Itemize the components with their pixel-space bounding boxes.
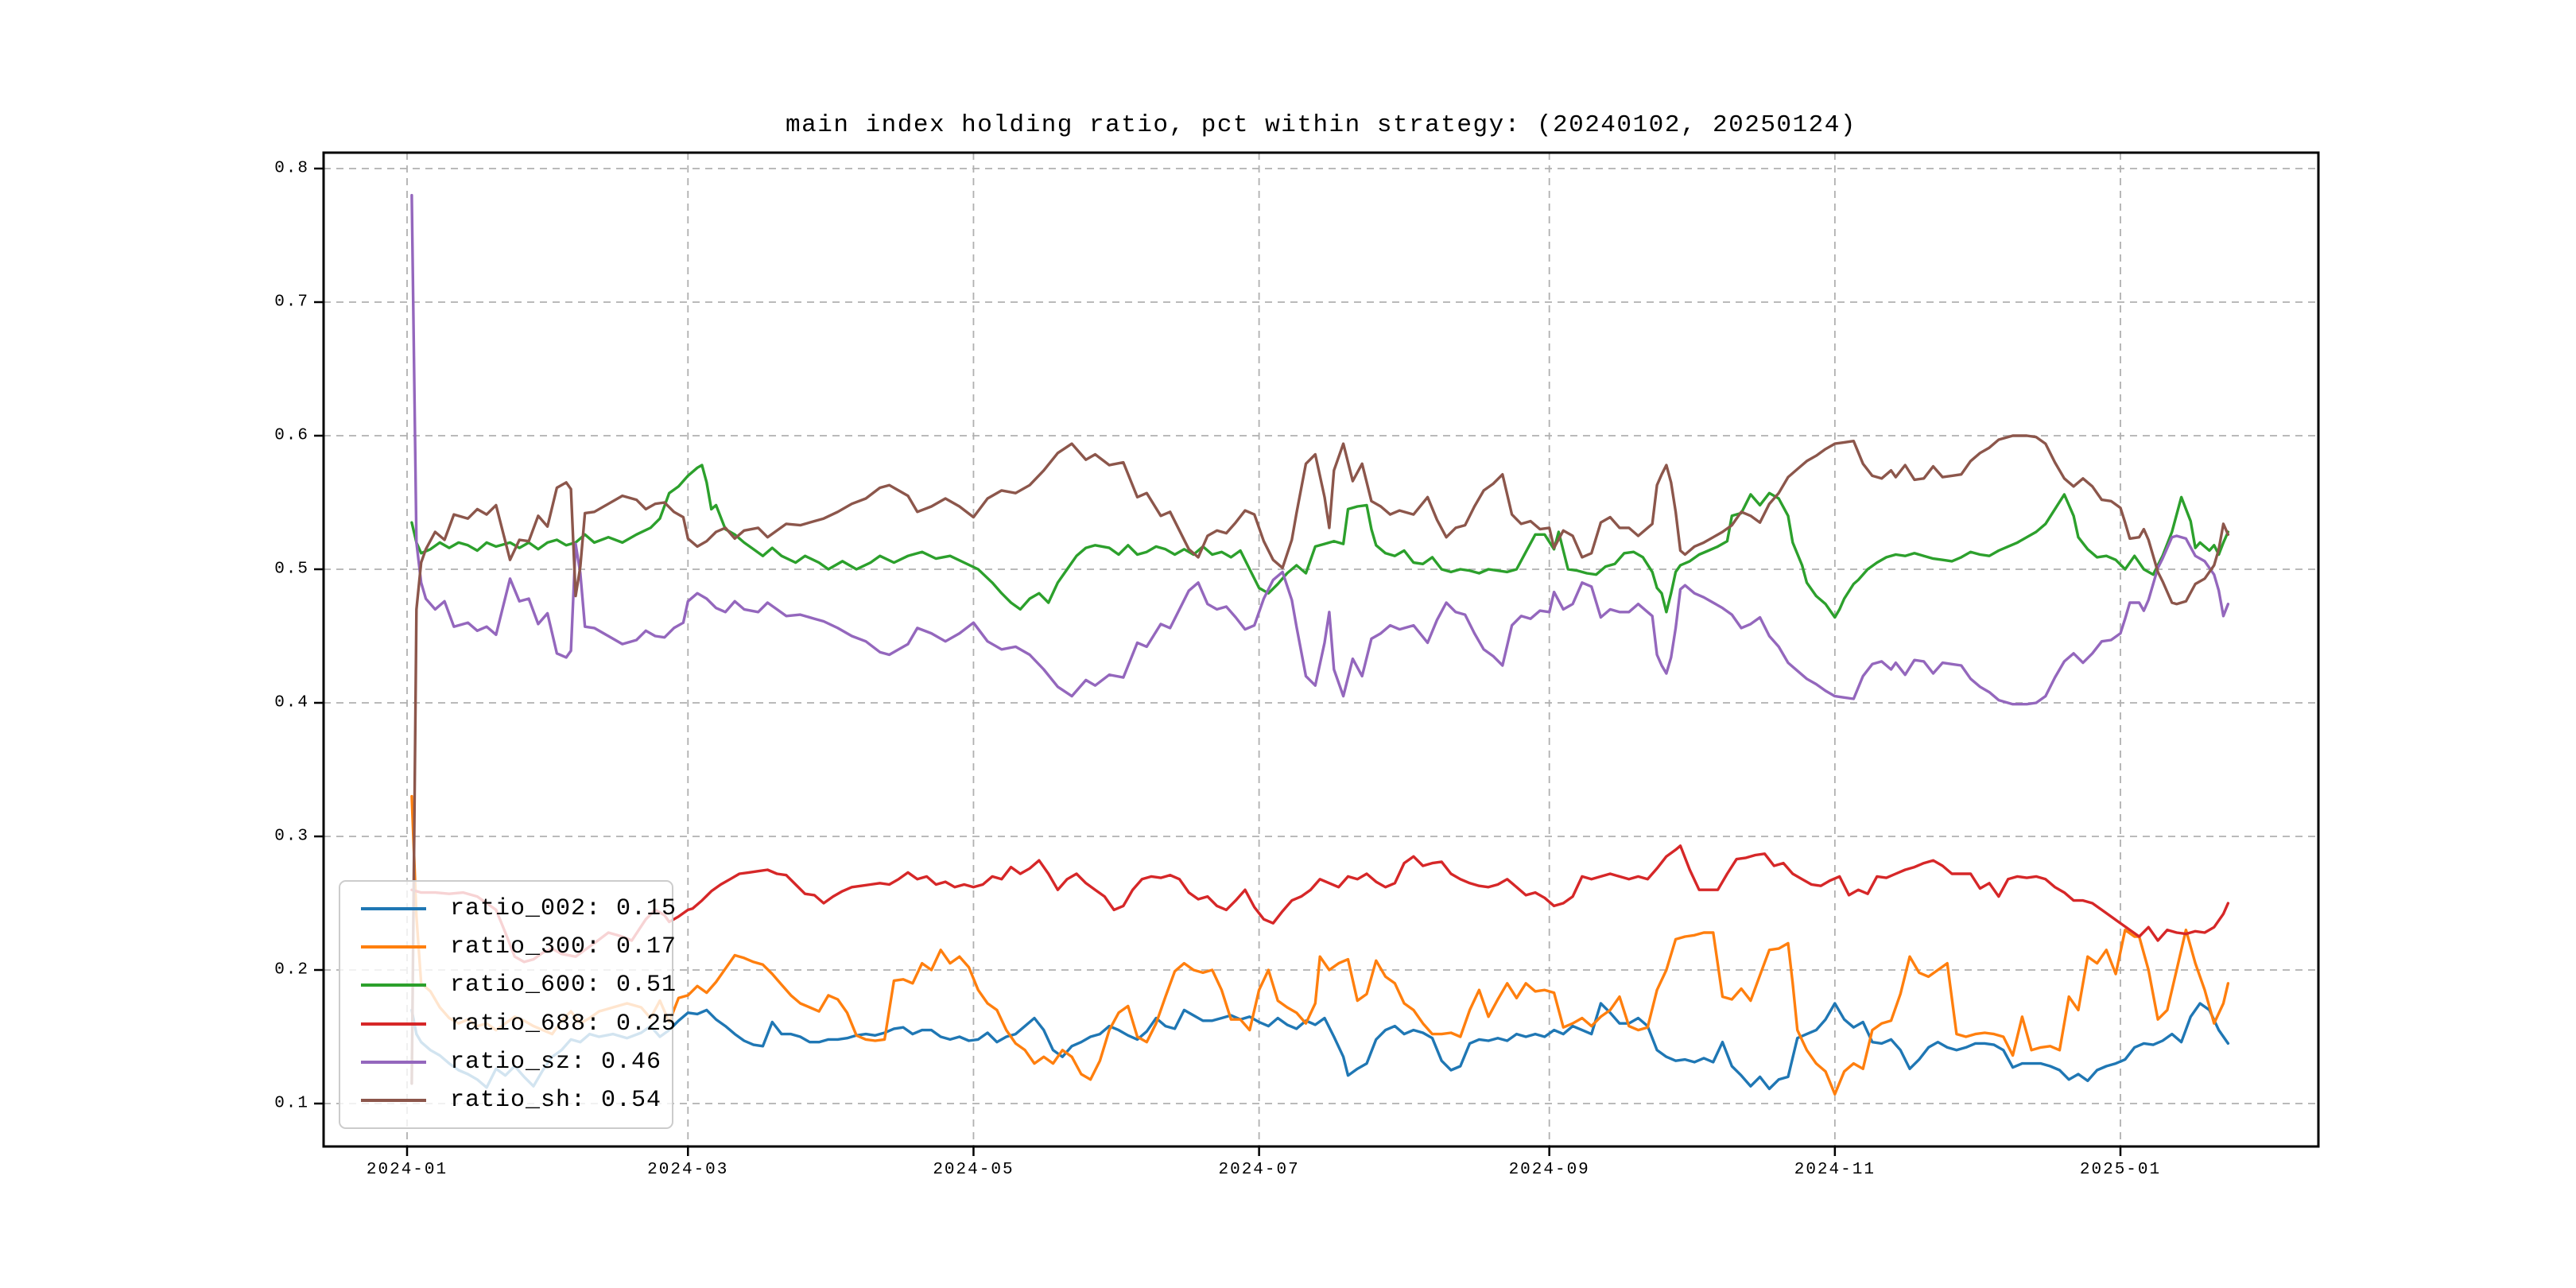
legend-swatch-ratio_sh — [361, 1098, 426, 1102]
legend-label: ratio_600: 0.51 — [450, 972, 677, 999]
legend-label: ratio_688: 0.25 — [450, 1010, 677, 1038]
legend-swatch-ratio_300 — [361, 945, 426, 949]
legend-item-ratio_300: ratio_300: 0.17 — [340, 929, 676, 964]
legend-swatch-ratio_sz — [361, 1060, 426, 1064]
x-tick-label: 2024-03 — [647, 1161, 729, 1179]
legend-label: ratio_sz: 0.46 — [450, 1048, 662, 1076]
y-tick-label: 0.7 — [274, 293, 309, 312]
axes-spines — [322, 151, 2320, 1148]
legend-label: ratio_002: 0.15 — [450, 895, 677, 923]
series-line-ratio_600 — [410, 464, 2230, 619]
legend-label: ratio_sh: 0.54 — [450, 1086, 662, 1114]
x-tick-label: 2024-05 — [933, 1161, 1014, 1179]
y-tick-label: 0.5 — [274, 560, 309, 579]
legend-swatch-ratio_688 — [361, 1022, 426, 1026]
legend-item-ratio_002: ratio_002: 0.15 — [340, 891, 676, 926]
legend-box: ratio_002: 0.15 ratio_300: 0.17 ratio_60… — [339, 880, 676, 1129]
x-tick-label: 2025-01 — [2079, 1161, 2162, 1179]
y-tick-label: 0.8 — [274, 159, 309, 178]
y-tick-label: 0.3 — [274, 827, 309, 846]
series-line-ratio_sz — [410, 193, 2230, 706]
x-tick-label: 2024-07 — [1218, 1161, 1300, 1179]
legend-item-ratio_600: ratio_600: 0.51 — [340, 968, 676, 1003]
series-line-ratio_300 — [410, 794, 2230, 1096]
legend-swatch-ratio_600 — [361, 983, 426, 987]
legend-item-ratio_688: ratio_688: 0.25 — [340, 1007, 676, 1042]
y-tick-label: 0.6 — [274, 426, 309, 445]
x-tick-label: 2024-09 — [1508, 1161, 1590, 1179]
legend-item-ratio_sh: ratio_sh: 0.54 — [340, 1083, 672, 1118]
series-line-ratio_688 — [410, 844, 2230, 964]
y-tick-label: 0.1 — [274, 1094, 309, 1113]
x-tick-label: 2024-01 — [366, 1161, 448, 1179]
y-tick-label: 0.4 — [274, 693, 309, 712]
legend-item-ratio_sz: ratio_sz: 0.46 — [340, 1045, 672, 1080]
x-tick-label: 2024-11 — [1794, 1161, 1876, 1179]
chart-title: main index holding ratio, pct within str… — [786, 111, 1856, 139]
y-tick-label: 0.2 — [274, 960, 309, 980]
series-line-ratio_002 — [410, 1002, 2230, 1091]
legend-swatch-ratio_002 — [361, 907, 426, 911]
legend-label: ratio_300: 0.17 — [450, 933, 677, 961]
series-line-ratio_sh — [410, 434, 2230, 1085]
